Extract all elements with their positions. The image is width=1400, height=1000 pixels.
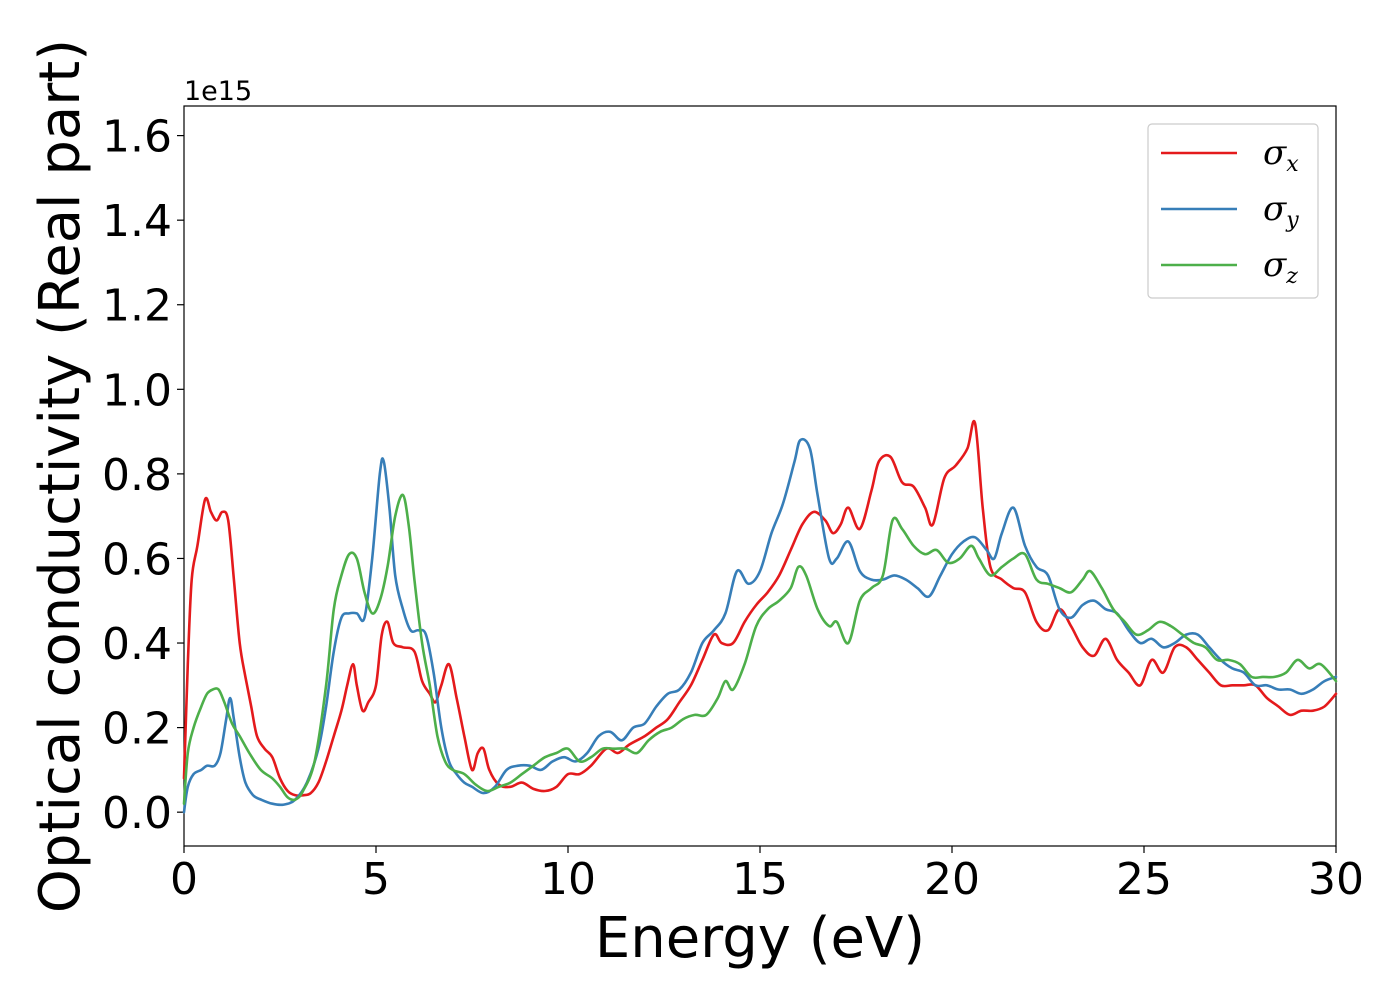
y-tick-label: 0.6	[102, 534, 172, 585]
series-lines	[182, 419, 1338, 814]
x-tick-label: 15	[732, 854, 788, 905]
y-tick-label: 1.4	[102, 196, 172, 247]
series-line-x	[182, 419, 1338, 797]
y-tick-label: 1.0	[102, 365, 172, 416]
x-axis-title: Energy (eV)	[595, 906, 925, 971]
y-tick-label: 0.0	[102, 788, 172, 839]
y-tick-label: 0.2	[102, 704, 172, 755]
legend-label-y: σy	[1263, 189, 1299, 233]
x-tick-label: 30	[1308, 854, 1364, 905]
y-axis-ticks: 0.0 0.2 0.4 0.6 0.8 1.0 1.2 1.4 1.6	[102, 112, 184, 839]
x-tick-label: 20	[924, 854, 980, 905]
legend-subscript: z	[1285, 264, 1298, 289]
plot-area	[183, 105, 1337, 847]
series-line-y	[182, 437, 1338, 814]
series-line-z	[182, 493, 1338, 805]
x-axis-ticks: 0 5 10 15 20 25 30	[170, 846, 1364, 905]
y-tick-label: 0.4	[102, 619, 172, 670]
x-tick-label: 0	[170, 854, 198, 905]
legend-box	[1147, 123, 1319, 299]
y-offset-label: 1e15	[184, 76, 252, 107]
y-axis-title: Optical conductivity (Real part)	[28, 39, 93, 913]
legend-subscript: x	[1286, 152, 1299, 177]
y-tick-label: 1.6	[102, 112, 172, 163]
x-tick-label: 5	[362, 854, 390, 905]
legend-subscript: y	[1285, 208, 1299, 233]
x-tick-label: 25	[1116, 854, 1172, 905]
x-tick-label: 10	[540, 854, 596, 905]
y-tick-label: 1.2	[102, 281, 172, 332]
y-tick-label: 0.8	[102, 450, 172, 501]
